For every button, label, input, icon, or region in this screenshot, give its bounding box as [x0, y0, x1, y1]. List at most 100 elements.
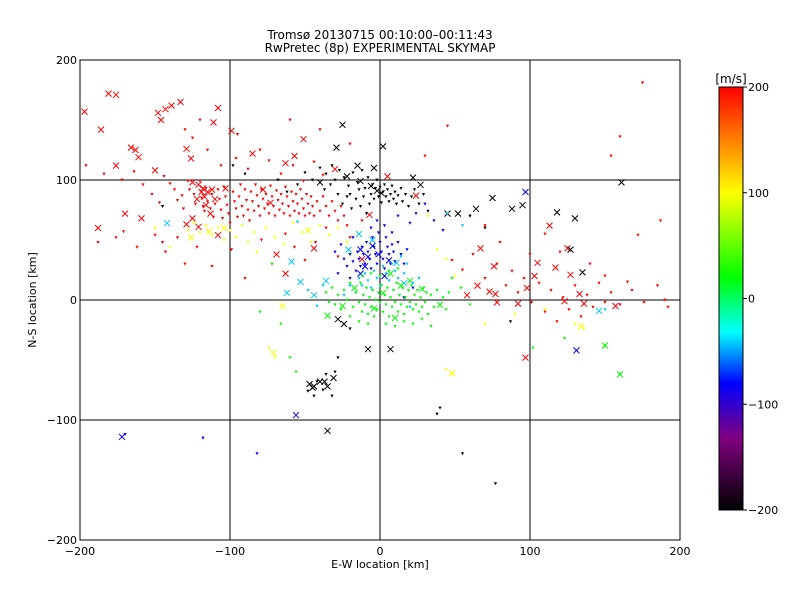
data-point-cross: [94, 224, 102, 232]
data-point-marker: [225, 203, 229, 207]
data-point-marker: [247, 219, 252, 223]
data-point-marker: [411, 322, 415, 326]
data-point-marker: [361, 293, 366, 297]
data-point-marker: [267, 212, 271, 216]
data-point-marker: [277, 208, 282, 212]
data-point-marker: [367, 257, 372, 261]
data-point-marker: [408, 301, 412, 304]
data-point-marker: [562, 337, 567, 340]
data-point-cross: [474, 282, 481, 289]
data-point-cross: [489, 194, 496, 202]
data-point-marker: [235, 133, 240, 136]
data-point-marker: [399, 303, 403, 307]
data-point-marker: [324, 291, 328, 295]
data-point-marker: [432, 305, 436, 309]
data-point-cross: [201, 193, 208, 201]
data-point-marker: [402, 262, 406, 266]
data-point-cross: [384, 173, 391, 180]
colorbar-tick-label: 200: [748, 81, 769, 94]
data-point-marker: [366, 176, 370, 180]
data-point-cross: [375, 251, 382, 258]
data-point-cross: [300, 135, 307, 143]
data-point-cross: [369, 242, 376, 250]
data-point-marker: [186, 229, 190, 232]
data-point-marker: [301, 179, 306, 183]
data-point-marker: [357, 257, 361, 261]
data-point-marker: [204, 224, 208, 228]
data-point-marker: [318, 224, 322, 228]
data-point-marker: [372, 315, 376, 319]
data-point-marker: [310, 205, 315, 208]
data-point-cross: [355, 230, 363, 238]
data-point-marker: [318, 209, 322, 213]
data-point-marker: [358, 281, 363, 285]
data-point-cross: [571, 215, 579, 222]
data-point-marker: [295, 183, 300, 187]
data-point-marker: [426, 313, 430, 316]
data-point-marker: [229, 248, 234, 252]
data-point-marker: [363, 303, 367, 307]
data-point-marker: [279, 193, 283, 196]
data-point-marker: [387, 315, 391, 319]
data-point-marker: [453, 274, 457, 278]
data-point-marker: [642, 301, 646, 304]
data-point-cross: [310, 245, 318, 252]
data-point-marker: [307, 212, 312, 216]
data-point-marker: [444, 368, 448, 372]
data-point-cross: [163, 219, 171, 227]
data-point-cross: [579, 269, 586, 276]
data-point-marker: [198, 179, 202, 183]
data-point-cross: [324, 427, 331, 435]
data-point-marker: [294, 370, 298, 374]
data-point-cross: [211, 195, 219, 203]
data-point-cross: [412, 192, 420, 199]
data-point-marker: [291, 221, 295, 225]
data-point-marker: [228, 221, 232, 225]
data-point-cross: [567, 271, 574, 279]
data-point-marker: [186, 179, 190, 183]
colorbar-tick-label: 100: [748, 187, 769, 200]
data-point-cross: [553, 209, 561, 216]
data-point-marker: [549, 289, 553, 292]
data-point-marker: [234, 157, 238, 160]
data-point-marker: [324, 373, 328, 376]
data-point-marker: [250, 200, 255, 204]
data-point-marker: [345, 241, 349, 244]
data-point-marker: [160, 205, 165, 208]
data-point-cross: [552, 264, 559, 271]
data-point-cross: [316, 179, 324, 186]
data-point-marker: [390, 262, 394, 266]
data-point-marker: [255, 194, 259, 198]
data-point-cross: [561, 297, 568, 305]
data-point-marker: [460, 224, 465, 228]
data-point-marker: [295, 220, 300, 224]
data-point-marker: [406, 289, 411, 292]
data-point-marker: [370, 236, 375, 240]
data-point-marker: [357, 301, 361, 304]
data-point-marker: [411, 308, 415, 312]
data-point-marker: [375, 178, 379, 182]
data-point-marker: [397, 293, 402, 297]
data-point-marker: [441, 229, 445, 232]
data-point-marker: [393, 269, 397, 273]
data-point-marker: [379, 201, 384, 205]
data-point-marker: [603, 274, 607, 278]
data-point-marker: [339, 243, 343, 247]
data-point-marker: [663, 298, 667, 302]
data-point-marker: [259, 188, 264, 192]
data-point-cross: [81, 108, 88, 115]
data-point-marker: [399, 255, 403, 259]
data-point-cross: [324, 383, 331, 390]
data-point-cross: [490, 263, 498, 270]
data-point-marker: [342, 293, 346, 297]
data-point-marker: [228, 229, 232, 232]
data-point-marker: [234, 236, 238, 240]
y-tick-label: −100: [47, 414, 77, 427]
data-point-marker: [381, 190, 385, 194]
data-point-marker: [441, 296, 445, 300]
data-point-marker: [240, 224, 244, 228]
data-point-marker: [403, 193, 408, 196]
data-point-marker: [358, 205, 363, 208]
data-point-marker: [372, 245, 376, 249]
chart-title: Tromsø 20130715 00:10:00–00:11:43: [266, 28, 492, 42]
